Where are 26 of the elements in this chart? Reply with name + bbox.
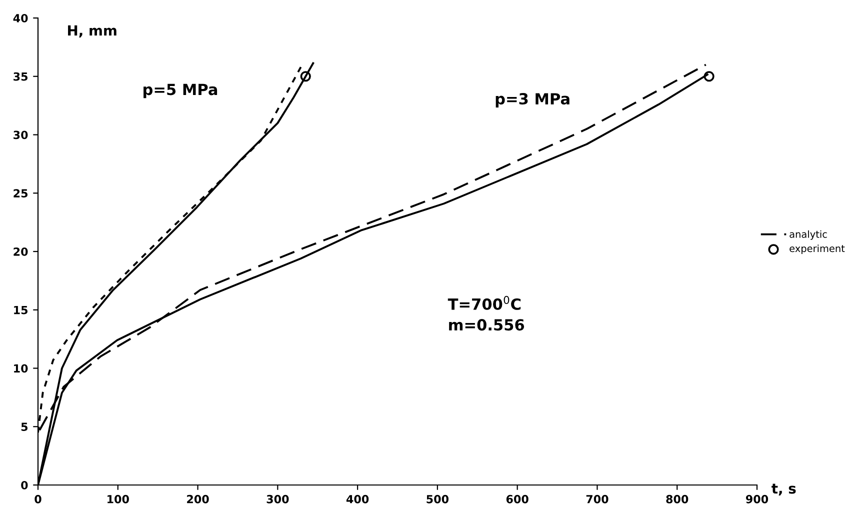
y-tick-label: 40 [13,14,28,22]
x-tick-label: 300 [266,494,289,504]
annotation: p=5 MPa [144,84,218,98]
y-tick-label: 30 [14,130,28,140]
y-tick-label: 15 [14,306,28,314]
y-tick-label: 20 [14,247,28,256]
x-tick-label: 500 [426,494,449,504]
y-tick-label: 10 [14,364,28,373]
x-tick-label: 200 [187,494,209,504]
y-tick-label: 0 [21,480,28,490]
x-tick-label: 800 [666,494,688,504]
y-tick-label: 35 [14,72,28,81]
x-tick-label: 400 [346,494,369,504]
annotation: p=3 MPa [496,92,570,108]
x-tick-label: 700 [586,494,608,504]
x-tick-label: 0 [34,494,42,504]
x-tick-label: 100 [108,494,129,504]
legend-label: analytic [790,230,827,240]
y-tick-label: 5 [21,422,28,432]
x-tick-label: 600 [506,494,528,504]
x-axis-title: t, s [772,484,796,496]
y-axis-title: H, mm [68,25,116,38]
legend-label: experiment [790,244,845,254]
y-tick-label: 25 [14,189,28,198]
x-tick-label: 900 [746,494,768,504]
annotation: T=700$^{0}$C m=0.556 [448,296,524,331]
